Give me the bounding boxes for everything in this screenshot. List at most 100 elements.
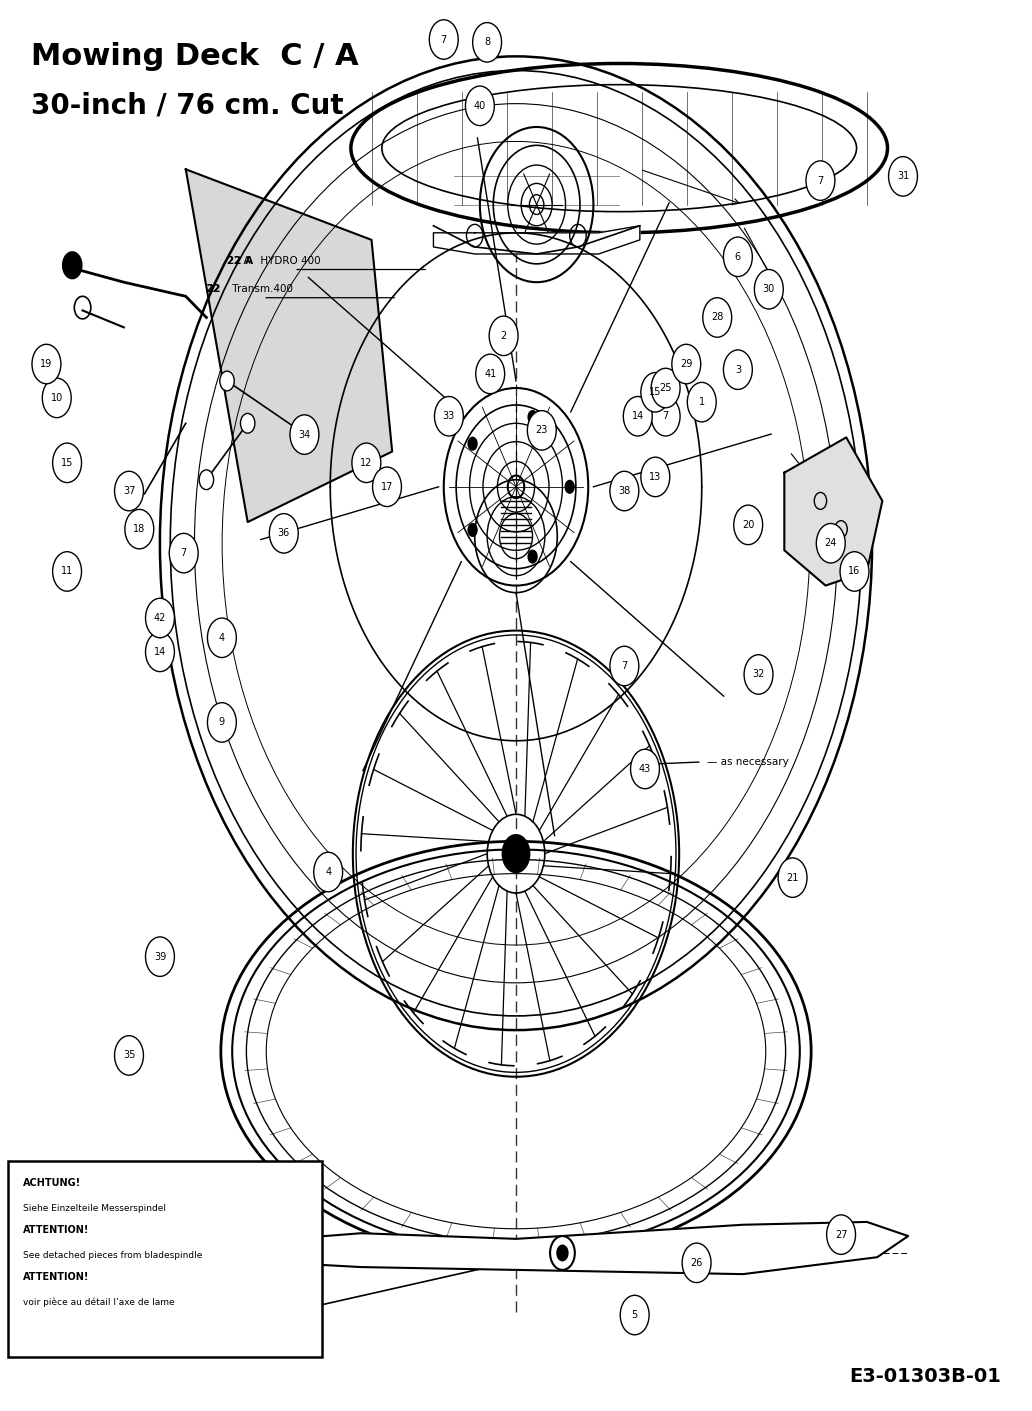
Text: 37: 37 bbox=[123, 485, 135, 497]
Circle shape bbox=[754, 270, 783, 309]
Circle shape bbox=[169, 533, 198, 573]
Circle shape bbox=[527, 411, 538, 425]
Text: E3-01303B-01: E3-01303B-01 bbox=[849, 1367, 1001, 1386]
Circle shape bbox=[115, 471, 143, 511]
Circle shape bbox=[734, 505, 763, 545]
Circle shape bbox=[476, 354, 505, 394]
Circle shape bbox=[889, 157, 917, 196]
Text: ACHTUNG!: ACHTUNG! bbox=[23, 1178, 80, 1188]
Circle shape bbox=[352, 443, 381, 483]
Text: 41: 41 bbox=[484, 368, 496, 380]
Circle shape bbox=[641, 457, 670, 497]
Circle shape bbox=[556, 1245, 569, 1261]
Text: 29: 29 bbox=[680, 358, 692, 370]
Circle shape bbox=[502, 834, 530, 873]
Circle shape bbox=[744, 655, 773, 694]
Text: 34: 34 bbox=[298, 429, 311, 440]
Circle shape bbox=[827, 1215, 856, 1254]
Text: Siehe Einzelteile Messerspindel: Siehe Einzelteile Messerspindel bbox=[23, 1204, 166, 1212]
Circle shape bbox=[220, 371, 234, 391]
Text: 8: 8 bbox=[484, 37, 490, 48]
Circle shape bbox=[199, 470, 214, 490]
Circle shape bbox=[240, 413, 255, 433]
Polygon shape bbox=[289, 1222, 908, 1274]
Circle shape bbox=[620, 1295, 649, 1335]
Text: 43: 43 bbox=[639, 763, 651, 775]
Circle shape bbox=[527, 411, 556, 450]
Circle shape bbox=[146, 632, 174, 672]
Circle shape bbox=[565, 480, 575, 494]
Text: 22 A   HYDRO 400: 22 A HYDRO 400 bbox=[227, 255, 321, 267]
Circle shape bbox=[489, 316, 518, 356]
Text: 2: 2 bbox=[501, 330, 507, 341]
FancyBboxPatch shape bbox=[8, 1161, 322, 1357]
Text: 27: 27 bbox=[835, 1229, 847, 1240]
Text: 4: 4 bbox=[325, 866, 331, 878]
Polygon shape bbox=[186, 169, 392, 522]
Text: 36: 36 bbox=[278, 528, 290, 539]
Text: 11: 11 bbox=[61, 566, 73, 577]
Circle shape bbox=[723, 237, 752, 277]
Text: ATTENTION!: ATTENTION! bbox=[23, 1225, 89, 1235]
Text: 39: 39 bbox=[154, 951, 166, 962]
Circle shape bbox=[840, 552, 869, 591]
Circle shape bbox=[778, 858, 807, 897]
Text: 26: 26 bbox=[690, 1257, 703, 1268]
Circle shape bbox=[290, 415, 319, 454]
Circle shape bbox=[42, 378, 71, 418]
Text: 25: 25 bbox=[659, 382, 672, 394]
Text: voir pièce au détail l’axe de lame: voir pièce au détail l’axe de lame bbox=[23, 1298, 174, 1307]
Text: 18: 18 bbox=[133, 523, 146, 535]
Text: 35: 35 bbox=[123, 1050, 135, 1061]
Circle shape bbox=[816, 523, 845, 563]
Circle shape bbox=[641, 373, 670, 412]
Text: 33: 33 bbox=[443, 411, 455, 422]
Circle shape bbox=[723, 350, 752, 389]
Text: 22: 22 bbox=[206, 284, 221, 295]
Text: 42: 42 bbox=[154, 612, 166, 624]
Circle shape bbox=[651, 368, 680, 408]
Text: 22 A: 22 A bbox=[227, 255, 253, 267]
Circle shape bbox=[473, 23, 502, 62]
Text: 4: 4 bbox=[219, 632, 225, 643]
Text: 14: 14 bbox=[632, 411, 644, 422]
Text: 15: 15 bbox=[649, 387, 662, 398]
Polygon shape bbox=[433, 226, 640, 254]
Text: 7: 7 bbox=[441, 34, 447, 45]
Text: 1: 1 bbox=[699, 396, 705, 408]
Circle shape bbox=[527, 549, 538, 563]
Circle shape bbox=[429, 20, 458, 59]
Circle shape bbox=[125, 509, 154, 549]
Text: 7: 7 bbox=[181, 547, 187, 559]
Circle shape bbox=[623, 396, 652, 436]
Text: 5: 5 bbox=[632, 1309, 638, 1321]
Circle shape bbox=[682, 1243, 711, 1283]
Circle shape bbox=[687, 382, 716, 422]
Circle shape bbox=[651, 396, 680, 436]
Text: 19: 19 bbox=[40, 358, 53, 370]
Text: 32: 32 bbox=[752, 669, 765, 680]
Circle shape bbox=[269, 514, 298, 553]
Text: 9: 9 bbox=[219, 717, 225, 728]
Circle shape bbox=[467, 436, 478, 450]
Text: 38: 38 bbox=[618, 485, 631, 497]
Text: ATTENTION!: ATTENTION! bbox=[23, 1273, 89, 1283]
Circle shape bbox=[53, 552, 82, 591]
Text: 30-inch / 76 cm. Cut: 30-inch / 76 cm. Cut bbox=[31, 92, 344, 120]
Text: 7: 7 bbox=[663, 411, 669, 422]
Text: 10: 10 bbox=[51, 392, 63, 404]
Circle shape bbox=[703, 298, 732, 337]
Circle shape bbox=[207, 618, 236, 658]
Text: 12: 12 bbox=[360, 457, 373, 468]
Text: See detached pieces from bladespindle: See detached pieces from bladespindle bbox=[23, 1250, 202, 1260]
Text: 13: 13 bbox=[649, 471, 662, 483]
Circle shape bbox=[467, 523, 478, 538]
Text: 20: 20 bbox=[742, 519, 754, 531]
Polygon shape bbox=[784, 437, 882, 586]
Text: 7: 7 bbox=[817, 175, 824, 186]
Circle shape bbox=[146, 937, 174, 976]
Polygon shape bbox=[206, 1232, 289, 1264]
Circle shape bbox=[207, 703, 236, 742]
Circle shape bbox=[806, 161, 835, 200]
Circle shape bbox=[373, 467, 401, 507]
